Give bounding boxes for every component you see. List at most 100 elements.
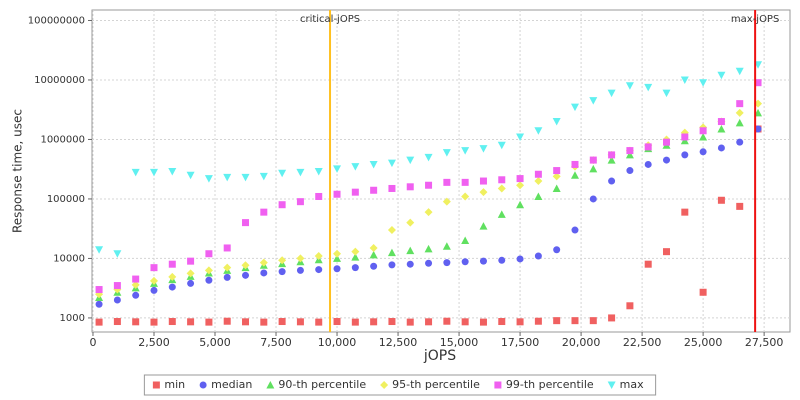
point (95, 318, 103, 326)
point (425, 181, 433, 189)
point (553, 317, 561, 325)
point (406, 156, 415, 165)
point (516, 200, 525, 209)
point (644, 143, 652, 151)
point (681, 133, 689, 141)
point (278, 169, 287, 178)
point (333, 165, 342, 173)
point (534, 170, 542, 178)
point (534, 317, 542, 325)
point (187, 279, 195, 287)
legend-label: 95-th percentile (392, 378, 480, 391)
point (223, 317, 231, 325)
x-tick-label: 17,500 (501, 336, 540, 349)
point (278, 318, 286, 326)
point (351, 264, 359, 272)
x-tick-label: 7,500 (260, 336, 292, 349)
point (406, 260, 414, 268)
point (736, 100, 744, 108)
point (589, 97, 598, 105)
point (699, 148, 707, 156)
point (205, 318, 213, 326)
point (296, 254, 305, 263)
point (498, 318, 506, 326)
point (223, 273, 231, 281)
legend-box (143, 374, 657, 396)
point (681, 208, 689, 216)
point (223, 173, 232, 182)
point (497, 184, 506, 193)
x-tick-label: 12,500 (379, 336, 418, 349)
x-tick-label: 20,000 (562, 336, 601, 349)
point (699, 79, 708, 87)
point (241, 261, 250, 270)
point (497, 210, 506, 218)
point (315, 318, 323, 326)
point (113, 250, 122, 258)
point (406, 183, 414, 191)
point (754, 125, 762, 133)
point (259, 258, 268, 267)
point (608, 151, 616, 159)
legend-symbol (607, 381, 616, 389)
point (113, 282, 121, 290)
x-tick-label: 15,000 (440, 336, 479, 349)
point (132, 291, 140, 299)
point (479, 222, 488, 230)
point (113, 296, 121, 304)
point (589, 156, 597, 164)
point (242, 318, 250, 326)
point (369, 250, 378, 259)
point (570, 103, 579, 112)
legend-symbol (380, 381, 389, 389)
point (205, 250, 213, 258)
point (351, 253, 360, 261)
point (351, 318, 359, 326)
x-axis-title: jOPS (423, 348, 456, 364)
point (625, 82, 634, 90)
point (443, 259, 451, 267)
point (242, 219, 250, 227)
legend-item: 90-th percentile (266, 378, 366, 391)
y-tick-label: 10000000 (34, 75, 85, 86)
point (680, 136, 689, 145)
point (131, 168, 140, 177)
point (754, 79, 762, 87)
point (223, 263, 232, 272)
x-tick-label: 25,000 (684, 336, 723, 349)
point (406, 246, 415, 255)
point (296, 168, 305, 177)
legend-label: min (164, 378, 185, 391)
point (589, 164, 598, 173)
point (406, 218, 415, 227)
point (168, 260, 176, 268)
x-tick-label: 5,000 (199, 336, 231, 349)
point (351, 247, 360, 256)
point (717, 71, 726, 80)
point (168, 167, 177, 176)
point (425, 318, 433, 326)
legend-item: median (199, 378, 252, 391)
point (644, 160, 652, 168)
legend-item: min (152, 378, 185, 391)
point (479, 188, 488, 197)
point (608, 177, 616, 185)
point (717, 196, 725, 204)
point (424, 244, 433, 253)
point (735, 67, 744, 76)
legend-symbol (266, 381, 275, 389)
point (461, 258, 469, 266)
point (736, 138, 744, 146)
legend-item: 95-th percentile (380, 378, 480, 391)
x-tick-label: 2,500 (138, 336, 170, 349)
point (370, 318, 378, 326)
point (260, 269, 268, 277)
point (149, 168, 158, 177)
point (442, 242, 451, 250)
point (498, 176, 506, 184)
point (663, 138, 671, 146)
point (625, 150, 634, 159)
point (589, 195, 597, 203)
point (131, 280, 140, 289)
point (442, 149, 451, 157)
